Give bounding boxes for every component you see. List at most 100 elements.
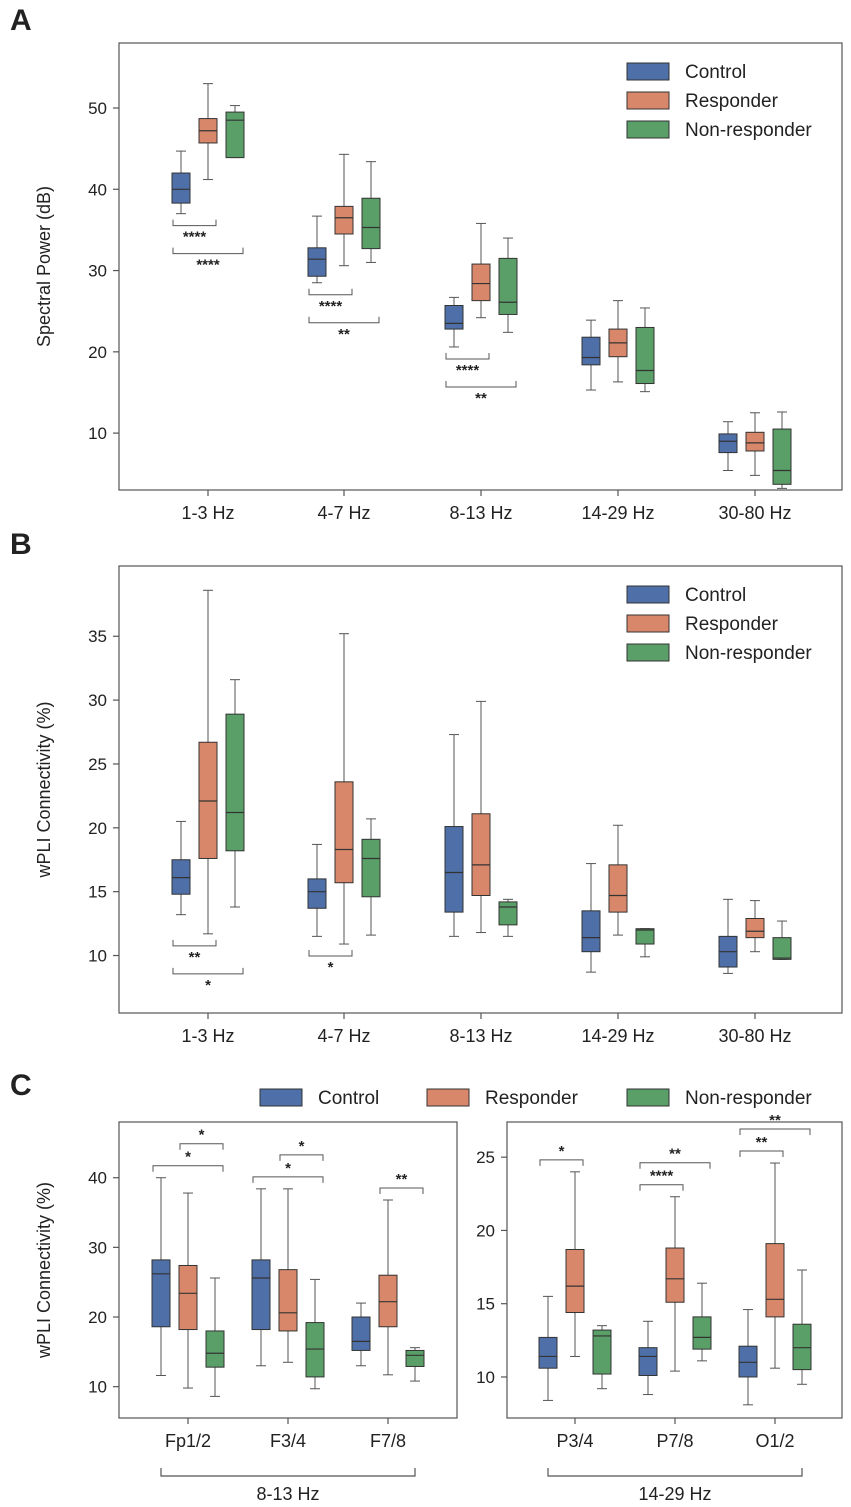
x-tick-label: Fp1/2 xyxy=(165,1431,211,1451)
significance-label: * xyxy=(285,1160,291,1177)
box-non-responder xyxy=(792,1323,812,1371)
box-responder xyxy=(198,741,218,859)
box-control xyxy=(171,172,191,204)
significance-bracket xyxy=(172,219,217,227)
box-control xyxy=(638,1347,658,1377)
box-responder xyxy=(471,813,491,897)
significance-label: ** xyxy=(756,1134,768,1151)
group-bracket xyxy=(160,1468,416,1477)
significance-bracket xyxy=(308,950,353,957)
box-responder xyxy=(378,1274,398,1328)
box-control xyxy=(581,336,601,366)
significance-bracket xyxy=(445,380,517,388)
box-non-responder xyxy=(772,937,792,960)
legend-swatch-non-responder xyxy=(626,643,670,662)
y-tick-label: 30 xyxy=(88,691,107,710)
x-tick-label: 4-7 Hz xyxy=(317,503,370,523)
box-non-responder xyxy=(305,1322,325,1378)
box-non-responder xyxy=(692,1316,712,1350)
box-control xyxy=(351,1316,371,1351)
y-tick-label: 20 xyxy=(88,1308,107,1327)
y-tick-label: 25 xyxy=(88,755,107,774)
significance-label: ** xyxy=(396,1171,408,1188)
box-responder xyxy=(665,1247,685,1303)
y-tick-label: 20 xyxy=(88,343,107,362)
y-tick-label: 10 xyxy=(476,1368,495,1387)
legend-swatch-responder xyxy=(426,1088,470,1107)
y-tick-label: 25 xyxy=(476,1148,495,1167)
box-responder xyxy=(334,205,354,235)
x-tick-label: 14-29 Hz xyxy=(581,503,654,523)
group-label: 8-13 Hz xyxy=(256,1484,319,1504)
box-non-responder xyxy=(361,197,381,250)
y-tick-label: 20 xyxy=(476,1221,495,1240)
significance-bracket xyxy=(172,247,244,255)
box-control xyxy=(738,1345,758,1378)
significance-label: ** xyxy=(338,326,350,343)
box-control xyxy=(171,859,191,895)
box-control xyxy=(718,433,738,454)
significance-label: **** xyxy=(319,298,343,315)
box-non-responder xyxy=(225,111,245,159)
group-label: 14-29 Hz xyxy=(638,1484,711,1504)
significance-bracket xyxy=(739,1150,784,1158)
box-non-responder xyxy=(592,1329,612,1375)
panel-letter-a: A xyxy=(10,4,32,37)
x-tick-label: F7/8 xyxy=(370,1431,406,1451)
significance-label: ** xyxy=(669,1146,681,1163)
box-non-responder xyxy=(635,928,655,945)
significance-label: **** xyxy=(183,229,207,246)
box-control xyxy=(444,826,464,913)
x-tick-label: 14-29 Hz xyxy=(581,1026,654,1046)
significance-label: * xyxy=(299,1138,305,1155)
significance-bracket xyxy=(539,1159,584,1166)
x-tick-label: 8-13 Hz xyxy=(449,503,512,523)
significance-label: * xyxy=(559,1143,565,1160)
legend-label-responder: Responder xyxy=(485,1088,579,1109)
legend-label-non-responder: Non-responder xyxy=(685,1088,812,1109)
group-bracket xyxy=(547,1468,803,1477)
x-tick-label: P7/8 xyxy=(656,1431,693,1451)
y-axis-label: wPLI Connectivity (%) xyxy=(34,701,54,878)
box-non-responder xyxy=(405,1349,425,1367)
significance-label: * xyxy=(328,959,334,976)
box-responder xyxy=(278,1269,298,1332)
y-tick-label: 40 xyxy=(88,180,107,199)
significance-bracket xyxy=(179,1143,224,1150)
significance-bracket xyxy=(308,316,380,324)
x-tick-label: 30-80 Hz xyxy=(718,1026,791,1046)
legend-label-control: Control xyxy=(685,585,746,606)
box-control xyxy=(307,878,327,909)
x-tick-label: 8-13 Hz xyxy=(449,1026,512,1046)
panel-letter-c: C xyxy=(10,1069,32,1102)
box-control xyxy=(307,247,327,277)
x-tick-label: O1/2 xyxy=(755,1431,794,1451)
legend-label-responder: Responder xyxy=(685,614,779,635)
y-tick-label: 10 xyxy=(88,947,107,966)
box-control xyxy=(444,305,464,330)
significance-label: * xyxy=(199,1127,205,1144)
significance-label: * xyxy=(205,977,211,994)
box-responder xyxy=(745,917,765,939)
legend-swatch-non-responder xyxy=(626,120,670,139)
box-control xyxy=(151,1259,171,1328)
box-responder xyxy=(608,864,628,913)
x-tick-label: P3/4 xyxy=(556,1431,593,1451)
box-control xyxy=(581,910,601,953)
chart-panel-c-left: 10 20 30 40 wPLI Connectivity (%) Fp1/2 F3/4 F7… xyxy=(34,1121,458,1504)
significance-label: **** xyxy=(650,1168,674,1185)
y-axis-label: Spectral Power (dB) xyxy=(34,186,54,347)
chart-layer: 10 20 30 40 50 Spectral Power (dB) 1-3 Hz 4-7 H… xyxy=(34,42,843,1504)
significance-label: ** xyxy=(475,390,487,407)
y-tick-label: 20 xyxy=(88,819,107,838)
chart-panel-a: 10 20 30 40 50 Spectral Power (dB) 1-3 Hz 4-7 H… xyxy=(34,42,843,523)
significance-label: ** xyxy=(189,949,201,966)
box-non-responder xyxy=(498,257,518,315)
significance-bracket xyxy=(152,1165,224,1172)
significance-label: **** xyxy=(456,362,480,379)
y-tick-label: 30 xyxy=(88,262,107,281)
legend-swatch-control xyxy=(626,585,670,604)
box-responder xyxy=(471,263,491,302)
x-tick-label: 1-3 Hz xyxy=(181,503,234,523)
